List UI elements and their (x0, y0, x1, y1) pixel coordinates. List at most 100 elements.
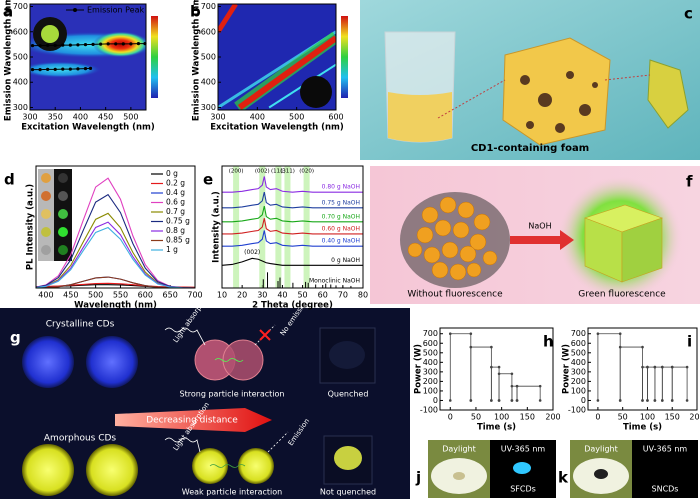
step-point (538, 399, 542, 402)
step-point (661, 365, 664, 369)
caption: Crystalline CDs (46, 320, 115, 330)
y-tick-label: 600 (13, 27, 28, 36)
series-point (76, 67, 80, 71)
series-point (129, 42, 133, 46)
series-line (35, 226, 196, 289)
inset-sample (58, 173, 68, 183)
emission-arrow (267, 431, 289, 453)
caption: Weak particle interaction (182, 488, 282, 497)
series-point (61, 43, 65, 47)
arrow (115, 408, 272, 432)
peak-band-label: (002) (255, 169, 270, 175)
caption: SFCDs (510, 485, 536, 494)
step-point (469, 399, 473, 402)
sample (334, 446, 362, 470)
series-point (53, 43, 57, 47)
plot-frame (35, 165, 196, 289)
panel-h: 0 50 100 150 200-1000100200300400500600700Ti… (414, 327, 561, 433)
x-tick-label: 50 (297, 291, 307, 300)
inset-glow (41, 25, 59, 43)
x-tick-label: 0 (448, 413, 453, 422)
plot-frame (587, 327, 698, 411)
y-axis-label: Emission Wavelength (nm) (192, 0, 202, 121)
energy-transfer (214, 358, 244, 362)
colorbar (151, 16, 158, 98)
series-line (222, 192, 363, 209)
panel-b: 300 400 500 600 300 400 500 600 700 Excitation Wa… (190, 0, 348, 133)
x-tick-label: 400 (38, 291, 53, 300)
peak-band-label: (311) (280, 169, 295, 175)
heatmap-hotspot (92, 31, 146, 58)
x-axis-label: Wavelength (nm) (74, 301, 157, 311)
x-axis-label: Time (s) (623, 423, 662, 433)
x-axis-label: Time (s) (477, 423, 516, 433)
x-tick-label: 500 (289, 113, 304, 122)
y-tick-label: 0 (433, 396, 438, 405)
y-tick-label: 400 (423, 358, 438, 367)
x-tick-label: 30 (257, 291, 267, 300)
series-label: 0.75 g NaOH (322, 199, 360, 206)
energy-transfer (209, 464, 246, 468)
y-tick-label: 700 (201, 2, 216, 11)
step-point (596, 332, 600, 336)
y-axis-label: Emission Wavelength (nm) (4, 0, 14, 121)
sample (453, 472, 465, 480)
arrow-label: NaOH (528, 222, 551, 231)
y-tick-label: 400 (571, 358, 586, 367)
x-tick-label: 400 (73, 113, 88, 122)
series-label: 0 g NaOH (331, 257, 360, 264)
particle (238, 448, 274, 484)
series-label: 0.60 g NaOH (322, 225, 360, 232)
y-tick-label: 400 (201, 78, 216, 87)
step-point (497, 365, 501, 369)
panel-label: j (415, 469, 421, 487)
x-tick-label: 0 (595, 413, 600, 422)
x-axis-label: 2 Theta (degree) (252, 301, 333, 311)
series-line (222, 205, 363, 223)
step-point (641, 345, 644, 349)
panel-label: i (687, 333, 692, 351)
x-tick-label: 200 (545, 413, 560, 422)
step-point (490, 345, 493, 349)
x-tick-label: 10 (217, 291, 227, 300)
panel-label: a (3, 3, 13, 21)
panel-label: k (558, 469, 569, 487)
series-point (88, 66, 93, 70)
series-point (68, 67, 72, 71)
x-tick-label: 650 (163, 291, 178, 300)
series-point (76, 43, 80, 47)
inset-sample (41, 245, 51, 255)
fluorescent-cube (584, 204, 663, 283)
panel-g: g Crystalline CDs Light absorption No em… (0, 293, 410, 499)
y-tick-label: 0 (581, 396, 586, 405)
y-tick-label: 500 (13, 53, 28, 62)
step-point (490, 399, 493, 402)
series-label: 0.40 g NaOH (322, 238, 360, 245)
peak-band (284, 166, 291, 288)
series-point (83, 67, 88, 71)
series-label: 0.70 g NaOH (322, 213, 360, 220)
y-tick-label: 100 (571, 386, 586, 395)
caption: Not quenched (320, 488, 376, 497)
y-tick-label: 300 (423, 367, 438, 376)
series-point (38, 68, 42, 72)
panel-e: 10 20 30 40 50 60 70 80 2 Theta (degree) Intensit… (203, 165, 368, 311)
step-point (538, 384, 542, 388)
series-point (46, 67, 50, 71)
y-axis-label: Power (W) (414, 344, 424, 394)
x-tick-label: 350 (48, 113, 63, 122)
step-point (653, 399, 657, 402)
x-tick-label: 150 (665, 413, 680, 422)
series-line (221, 257, 363, 266)
inset-sample (58, 245, 68, 255)
y-tick-label: 500 (423, 348, 438, 357)
step-point (646, 399, 649, 402)
y-tick-label: 500 (201, 53, 216, 62)
series-point (136, 42, 141, 46)
series-point (68, 43, 72, 47)
series-point (91, 42, 95, 46)
inset-sample (41, 173, 51, 183)
x-tick-label: 50 (471, 413, 481, 422)
plot-frame (221, 165, 364, 289)
x-tick-label: 700 (187, 291, 202, 300)
